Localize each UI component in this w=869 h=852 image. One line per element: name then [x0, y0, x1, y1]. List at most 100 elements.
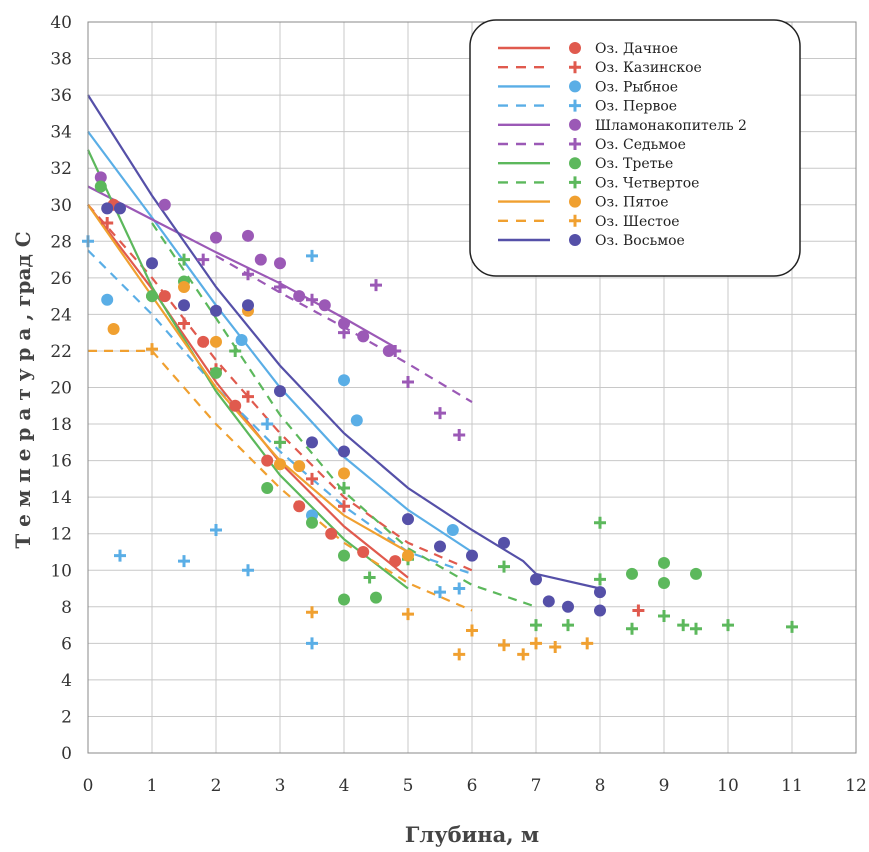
- series-6-point: [658, 556, 670, 569]
- series-3-point: [114, 549, 126, 562]
- series-9-point: [466, 624, 478, 637]
- series-7-point: [498, 560, 510, 573]
- series-5-point: [389, 344, 402, 357]
- series-5-point: [453, 429, 466, 442]
- series-4-trend-line: [87, 185, 396, 349]
- series-7-point: [677, 619, 690, 632]
- y-tick-label: 28: [50, 232, 72, 252]
- x-axis-title: Глубина, м: [405, 822, 539, 847]
- series-3-point: [453, 582, 466, 595]
- legend-label-2: Оз. Рыбное: [595, 79, 678, 95]
- series-5-point: [338, 326, 350, 339]
- series-4-point: [274, 257, 286, 270]
- x-tick-label: 11: [781, 776, 803, 796]
- series-10-point: [210, 304, 222, 317]
- series-0-point: [325, 527, 338, 540]
- series-9-point: [453, 648, 466, 661]
- legend-label-8: Оз. Пятое: [595, 195, 669, 211]
- series-4-point: [158, 198, 171, 211]
- x-tick-label: 3: [275, 776, 286, 796]
- series-7-point: [363, 571, 376, 584]
- series-10-point: [306, 436, 318, 449]
- series-10-point: [338, 445, 350, 458]
- series-5-point: [274, 280, 286, 293]
- series-1-point: [242, 390, 254, 403]
- y-tick-label: 32: [50, 159, 72, 179]
- series-0-point: [229, 399, 242, 412]
- series-7-point: [562, 619, 574, 632]
- series-3-point: [210, 524, 222, 537]
- tick-labels: 0 1 2 3 4 5 6 7 8 9 10 11 12024681012141618202224262…: [50, 13, 866, 796]
- series-6-point: [306, 516, 318, 529]
- legend-marker-3: [569, 99, 581, 112]
- series-6-point: [338, 549, 350, 562]
- series-7-point: [274, 436, 286, 449]
- series-4-point: [357, 330, 370, 343]
- y-tick-label: 26: [50, 269, 72, 289]
- y-tick-label: 8: [61, 598, 72, 618]
- series-6-point: [626, 567, 638, 580]
- y-tick-label: 18: [50, 415, 72, 435]
- series-0-point: [158, 290, 171, 303]
- series-4-point: [94, 171, 107, 184]
- x-tick-label: 0: [83, 776, 94, 796]
- y-tick-label: 4: [61, 671, 72, 691]
- series-5-point: [370, 279, 382, 292]
- legend-marker-4: [569, 118, 581, 131]
- legend-label-4: Шламонакопитель 2: [595, 118, 747, 134]
- y-tick-label: 24: [50, 305, 72, 325]
- series-3-point: [306, 249, 318, 262]
- series-7-point: [338, 482, 350, 495]
- legend-marker-0: [569, 42, 581, 54]
- series-4-point: [254, 253, 267, 266]
- x-tick-label: 2: [211, 776, 222, 796]
- series-10-point: [498, 536, 510, 549]
- series-6-point: [94, 180, 107, 193]
- x-tick-label: 7: [531, 776, 542, 796]
- legend-label-9: Оз. Шестое: [595, 214, 680, 230]
- y-tick-label: 36: [50, 86, 72, 106]
- series-9-point: [402, 608, 414, 621]
- series-10-point: [542, 595, 555, 608]
- legend-marker-2: [569, 80, 581, 93]
- series-4-point: [318, 299, 331, 312]
- series-9-point: [498, 639, 510, 652]
- y-tick-label: 40: [50, 13, 72, 33]
- x-tick-label: 8: [595, 776, 606, 796]
- series-8-point: [274, 458, 286, 471]
- series-10-point: [114, 202, 126, 215]
- legend-marker-5: [569, 138, 581, 150]
- series-4-point: [210, 231, 222, 244]
- series-1-point: [632, 604, 645, 617]
- series-8-trend-line: [87, 204, 409, 553]
- series-3-point: [306, 637, 318, 650]
- series-7-point: [229, 344, 242, 357]
- y-tick-label: 34: [50, 123, 72, 143]
- series-5-point: [402, 376, 414, 389]
- series-4-point: [338, 317, 350, 330]
- y-tick-label: 22: [50, 342, 72, 362]
- legend-box: [469, 19, 801, 277]
- series-1-point: [306, 472, 318, 485]
- series-7-point: [594, 573, 606, 586]
- series-3-point: [434, 586, 446, 599]
- series-8-point: [210, 335, 222, 348]
- x-tick-label: 9: [659, 776, 670, 796]
- series-9-point: [581, 637, 594, 650]
- series-0-point: [389, 555, 402, 568]
- series-3-point: [261, 418, 274, 431]
- series-10-point: [466, 549, 478, 562]
- series-5-point: [306, 293, 318, 306]
- series-8-point: [338, 467, 350, 480]
- series-7-point: [786, 620, 798, 633]
- y-tick-label: 30: [50, 196, 72, 216]
- legend-marker-8: [569, 195, 581, 208]
- legend-marker-9: [569, 214, 581, 227]
- series-6-point: [338, 593, 350, 606]
- series-10-point: [594, 586, 606, 599]
- legend-marker-6: [569, 157, 581, 170]
- series-1-point: [178, 317, 190, 330]
- series-10-point: [242, 299, 254, 312]
- y-tick-label: 16: [50, 452, 72, 472]
